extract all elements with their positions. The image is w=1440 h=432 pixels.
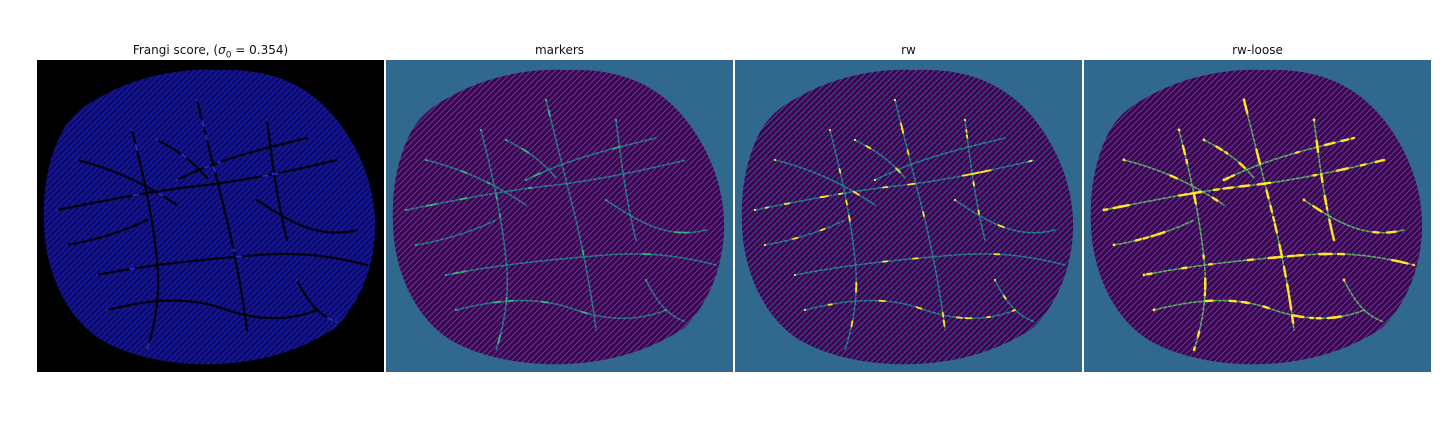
vessel-highlight <box>1242 98 1296 332</box>
vessel-10 <box>764 219 846 246</box>
vessel-11 <box>645 279 687 323</box>
vessel-9 <box>505 139 557 179</box>
vessel-highlight <box>156 139 208 179</box>
rw-loose-image <box>1084 60 1431 372</box>
vessel-3 <box>95 252 369 277</box>
vessel-highlight <box>1242 98 1296 332</box>
title-prefix: Frangi score, ( <box>132 43 219 57</box>
frangi-score-canvas <box>37 60 384 372</box>
vessel-highlight <box>754 159 1036 211</box>
title-subscript: 0 <box>225 50 232 61</box>
vessel-3 <box>794 253 1066 276</box>
panel-title: rw-loose <box>1232 43 1283 57</box>
vessel-highlight <box>1102 158 1386 212</box>
vessel-2 <box>894 99 946 331</box>
vessel-layer <box>405 99 717 351</box>
vessel-highlight <box>1142 252 1416 277</box>
vessel-highlight <box>1122 158 1226 207</box>
vessel-highlight <box>1302 198 1406 234</box>
rw-canvas <box>735 60 1082 372</box>
frangi-score-image <box>37 60 384 372</box>
vessel-7 <box>105 299 319 320</box>
vessel-1 <box>130 128 160 352</box>
vessel-layer <box>754 99 1066 351</box>
vessel-4 <box>175 136 309 182</box>
vessel-5 <box>425 159 527 206</box>
panel-title: rw <box>901 43 916 57</box>
vessel-highlight <box>954 199 1056 234</box>
vessel-7 <box>804 299 1016 320</box>
title-suffix: = 0.354) <box>231 43 289 57</box>
vessel-2 <box>195 98 249 332</box>
vessel-highlight <box>1152 299 1366 320</box>
vessel-highlight <box>1142 252 1416 277</box>
vessel-5 <box>75 158 179 207</box>
vessel-8 <box>964 119 986 241</box>
vessel-4 <box>1223 137 1355 181</box>
vessel-8 <box>265 118 289 242</box>
vessel-6 <box>605 199 707 234</box>
vessel-0 <box>405 159 687 211</box>
vessel-highlight <box>1177 128 1207 352</box>
vessel-10 <box>65 218 149 247</box>
tissue-region <box>392 69 725 365</box>
vessel-highlight <box>829 129 858 351</box>
vessel-3 <box>445 253 717 276</box>
vessel-7 <box>455 299 667 320</box>
markers-canvas <box>386 60 733 372</box>
vessel-highlight <box>1302 198 1406 234</box>
tissue-region <box>741 69 1074 365</box>
rw-image <box>735 60 1082 372</box>
vessel-1 <box>480 129 509 351</box>
vessel-5 <box>774 159 876 206</box>
panel-title: Frangi score, (σ0 = 0.354) <box>37 40 384 60</box>
vessel-layer <box>1102 98 1416 352</box>
vessel-highlight <box>1312 118 1336 242</box>
vessel-11 <box>1343 279 1385 323</box>
vessel-highlight <box>1112 218 1196 247</box>
panel-title: markers <box>534 43 585 57</box>
vessel-4 <box>874 137 1006 181</box>
title-symbol: σ <box>218 43 226 57</box>
vessel-9 <box>854 139 906 179</box>
vessel-11 <box>994 279 1036 323</box>
vessel-highlight <box>296 279 338 323</box>
vessel-8 <box>615 119 637 241</box>
markers-image <box>386 60 733 372</box>
vessel-highlight <box>1312 118 1336 242</box>
vessel-2 <box>545 99 597 331</box>
vessel-0 <box>55 158 339 212</box>
rw-loose-canvas <box>1084 60 1431 372</box>
vessel-9 <box>1203 139 1255 179</box>
vessel-highlight <box>1122 158 1226 207</box>
tissue-region <box>43 69 376 365</box>
vessel-10 <box>415 219 497 246</box>
vessel-layer <box>55 98 369 352</box>
vessel-6 <box>255 198 359 234</box>
vessel-highlight <box>525 137 657 181</box>
tissue-region <box>1090 69 1423 365</box>
